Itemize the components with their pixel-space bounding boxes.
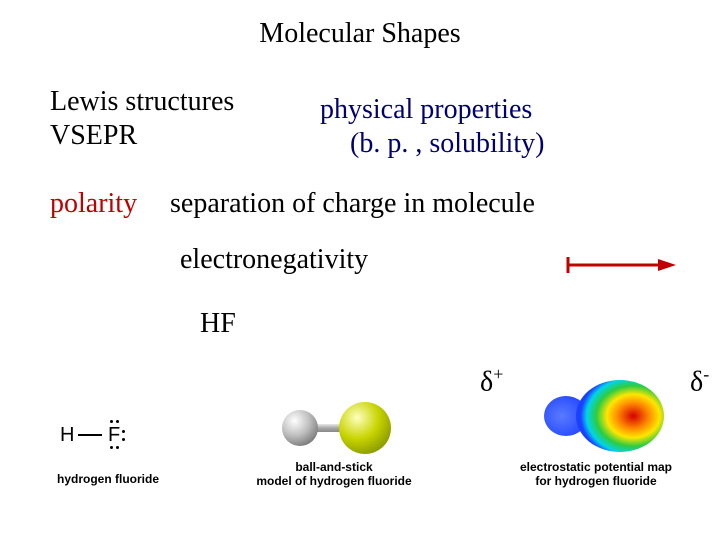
lewis-bond-icon: [78, 434, 102, 436]
lewis-structures-text: Lewis structures: [50, 86, 234, 118]
physical-properties-text: physical properties: [320, 94, 532, 126]
lone-pair-dot: [116, 446, 119, 449]
delta-minus-symbol: δ: [690, 366, 703, 397]
esp-caption-l2: for hydrogen fluoride: [535, 474, 656, 488]
ballstick-caption-l1: ball-and-stick: [295, 460, 372, 474]
slide-title: Molecular Shapes: [0, 18, 720, 50]
lone-pair-dot: [116, 420, 119, 423]
ballstick-caption: ball-and-stick model of hydrogen fluorid…: [244, 460, 424, 488]
lone-pair-dot: [110, 446, 113, 449]
delta-plus-label: δ+: [480, 364, 503, 398]
polarity-definition: separation of charge in molecule: [170, 188, 535, 220]
hf-text: HF: [200, 308, 236, 340]
lewis-caption: hydrogen fluoride: [48, 472, 168, 486]
bp-solubility-text: (b. p. , solubility): [350, 128, 544, 160]
delta-plus-sup: +: [493, 364, 503, 384]
delta-minus-sup: -: [703, 364, 709, 384]
lone-pair-dot: [110, 420, 113, 423]
lewis-h-label: H: [60, 424, 74, 447]
lone-pair-dot: [122, 430, 125, 433]
electrostatic-map-icon: [520, 376, 680, 461]
ballstick-caption-l2: model of hydrogen fluoride: [256, 474, 411, 488]
lone-pair-dot: [122, 438, 125, 441]
slide: Molecular Shapes Lewis structures VSEPR …: [0, 0, 720, 540]
ball-and-stick-icon: [270, 398, 410, 463]
dipole-arrow-icon: [558, 254, 678, 281]
esp-caption-l1: electrostatic potential map: [520, 460, 672, 474]
delta-plus-symbol: δ: [480, 366, 493, 397]
electronegativity-text: electronegativity: [180, 244, 368, 276]
delta-minus-label: δ-: [690, 364, 709, 398]
polarity-label: polarity: [50, 188, 137, 220]
vsepr-text: VSEPR: [50, 120, 137, 152]
lewis-f-label: F: [108, 424, 120, 447]
esp-caption: electrostatic potential map for hydrogen…: [496, 460, 696, 488]
